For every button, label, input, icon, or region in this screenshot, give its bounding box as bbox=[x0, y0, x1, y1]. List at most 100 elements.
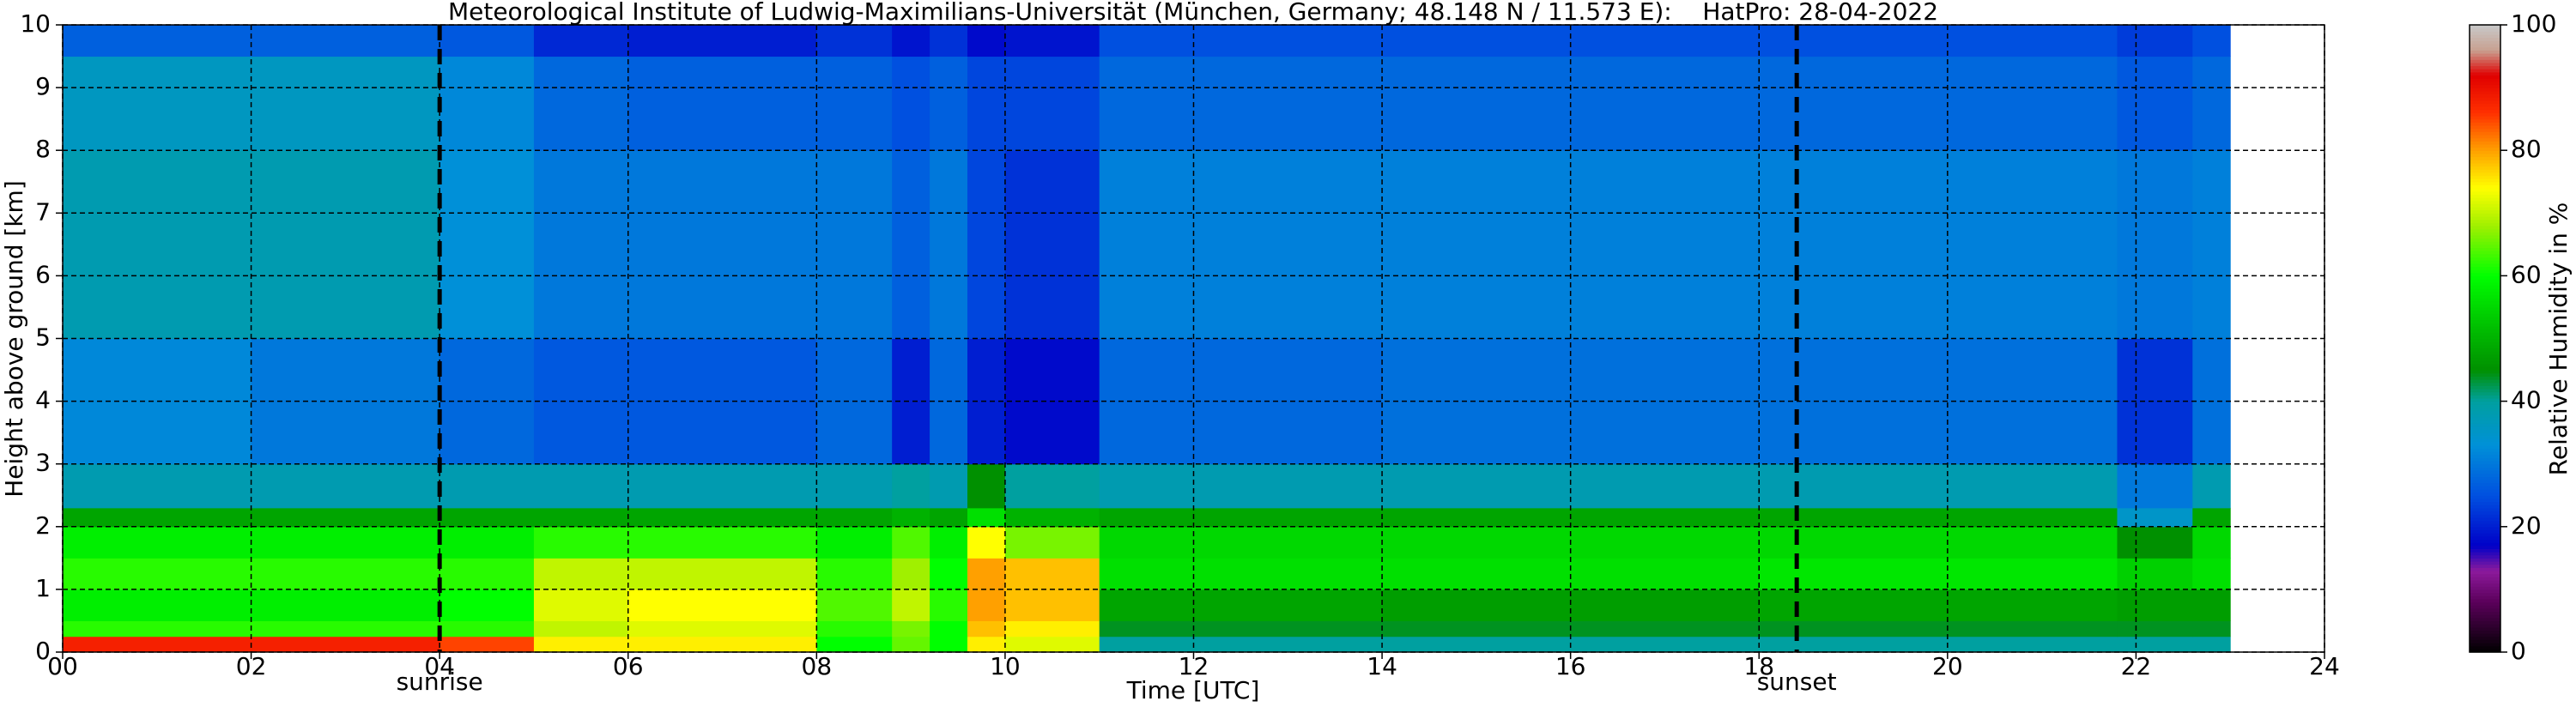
colorbar-swatch bbox=[2470, 253, 2500, 258]
colorbar-swatch bbox=[2470, 281, 2500, 286]
colorbar-swatch bbox=[2470, 247, 2500, 251]
colorbar-swatch bbox=[2470, 178, 2500, 183]
heatmap-cell bbox=[1099, 25, 1383, 57]
colorbar-swatch bbox=[2470, 564, 2500, 568]
heatmap-cell bbox=[63, 150, 252, 339]
x-tick-label: 24 bbox=[2309, 652, 2340, 680]
colorbar-swatch bbox=[2470, 426, 2500, 431]
heatmap-cell bbox=[892, 463, 930, 509]
colorbar-swatch bbox=[2470, 410, 2500, 414]
colorbar-swatch bbox=[2470, 122, 2500, 126]
heatmap-cell bbox=[967, 150, 1006, 339]
colorbar-swatch bbox=[2470, 554, 2500, 559]
colorbar-swatch bbox=[2470, 115, 2500, 120]
colorbar-swatch bbox=[2470, 166, 2500, 170]
heatmap-cell bbox=[1759, 526, 2118, 559]
colorbar-swatch bbox=[2470, 291, 2500, 295]
heatmap-cell bbox=[967, 589, 1006, 621]
heatmap-cell bbox=[967, 25, 1006, 57]
colorbar-swatch bbox=[2470, 523, 2500, 528]
colorbar-swatch bbox=[2470, 118, 2500, 123]
colorbar-swatch bbox=[2470, 40, 2500, 45]
colorbar-swatch bbox=[2470, 50, 2500, 54]
chart-title: Meteorological Institute of Ludwig-Maxim… bbox=[448, 0, 1938, 26]
colorbar-swatch bbox=[2470, 344, 2500, 349]
heatmap-cell bbox=[1759, 507, 2118, 528]
colorbar-swatch bbox=[2470, 630, 2500, 634]
heatmap-cell bbox=[892, 558, 930, 590]
colorbar-swatch bbox=[2470, 620, 2500, 625]
heatmap-cell bbox=[439, 526, 535, 559]
heatmap-cell bbox=[1759, 25, 2118, 57]
colorbar-label: Relative Humidity in % bbox=[2544, 202, 2573, 476]
colorbar-swatch bbox=[2470, 306, 2500, 311]
colorbar-swatch bbox=[2470, 65, 2500, 69]
colorbar-swatch bbox=[2470, 444, 2500, 450]
heatmap-cell bbox=[1004, 620, 1100, 638]
colorbar-swatch bbox=[2470, 626, 2500, 631]
colorbar-swatch bbox=[2470, 238, 2500, 242]
heatmap-cell bbox=[1004, 589, 1100, 621]
colorbar-swatch bbox=[2470, 511, 2500, 515]
colorbar-swatch bbox=[2470, 645, 2500, 650]
heatmap-cell bbox=[439, 589, 535, 621]
heatmap-cell bbox=[251, 526, 440, 559]
colorbar-swatch bbox=[2470, 391, 2500, 396]
heatmap-cell bbox=[251, 558, 440, 590]
heatmap-cell bbox=[892, 56, 930, 151]
colorbar-swatch bbox=[2470, 492, 2500, 496]
colorbar-swatch bbox=[2470, 577, 2500, 581]
x-tick-label: 10 bbox=[990, 652, 1021, 680]
heatmap-cell bbox=[533, 589, 629, 621]
x-tick-label: 14 bbox=[1367, 652, 1397, 680]
colorbar-swatch bbox=[2470, 457, 2500, 462]
heatmap-cell bbox=[930, 463, 968, 509]
colorbar-swatch bbox=[2470, 432, 2500, 437]
colorbar-swatch bbox=[2470, 495, 2500, 499]
heatmap-cell bbox=[967, 526, 1006, 559]
heatmap-cell bbox=[627, 150, 817, 339]
colorbar-swatch bbox=[2470, 435, 2500, 440]
colorbar-swatch bbox=[2470, 479, 2500, 484]
colorbar-swatch bbox=[2470, 52, 2500, 57]
heatmap-cell bbox=[533, 56, 629, 151]
colorbar-swatch bbox=[2470, 27, 2500, 32]
heatmap-cell bbox=[439, 636, 535, 653]
colorbar-swatch bbox=[2470, 215, 2500, 221]
heatmap-cell bbox=[1099, 150, 1383, 339]
heatmap-cell bbox=[627, 56, 817, 151]
colorbar-tick-label: 60 bbox=[2511, 260, 2542, 288]
colorbar-swatch bbox=[2470, 476, 2500, 480]
colorbar-swatch bbox=[2470, 194, 2500, 198]
heatmap-cell bbox=[251, 507, 440, 528]
heatmap-cell bbox=[1759, 463, 2118, 509]
colorbar-swatch bbox=[2470, 379, 2500, 384]
colorbar-swatch bbox=[2470, 404, 2500, 408]
heatmap-cell bbox=[1759, 558, 2118, 590]
heatmap-cell bbox=[816, 589, 893, 621]
heatmap-cell bbox=[1099, 620, 1383, 638]
colorbar-swatch bbox=[2470, 225, 2500, 230]
heatmap-cell bbox=[2117, 507, 2193, 528]
heatmap-cell bbox=[1099, 507, 1383, 528]
colorbar-swatch bbox=[2470, 542, 2500, 547]
colorbar-swatch bbox=[2470, 354, 2500, 359]
y-tick-label: 10 bbox=[20, 9, 51, 38]
heatmap-cell bbox=[2117, 526, 2193, 559]
annotation-label: sunset bbox=[1757, 668, 1837, 696]
x-tick-label: 02 bbox=[236, 652, 267, 680]
heatmap-cell bbox=[2192, 56, 2231, 151]
heatmap-cell bbox=[892, 507, 930, 528]
x-tick-label: 16 bbox=[1555, 652, 1586, 680]
colorbar-swatch bbox=[2470, 124, 2500, 130]
colorbar-swatch bbox=[2470, 442, 2500, 446]
colorbar-swatch bbox=[2470, 169, 2500, 173]
colorbar-swatch bbox=[2470, 141, 2500, 145]
heatmap-cell bbox=[63, 558, 252, 590]
colorbar-swatch bbox=[2470, 213, 2500, 217]
colorbar-swatch bbox=[2470, 338, 2500, 342]
heatmap-cell bbox=[63, 589, 252, 621]
colorbar-swatch bbox=[2470, 78, 2500, 82]
heatmap-cell bbox=[967, 56, 1006, 151]
heatmap-cell bbox=[930, 25, 968, 57]
